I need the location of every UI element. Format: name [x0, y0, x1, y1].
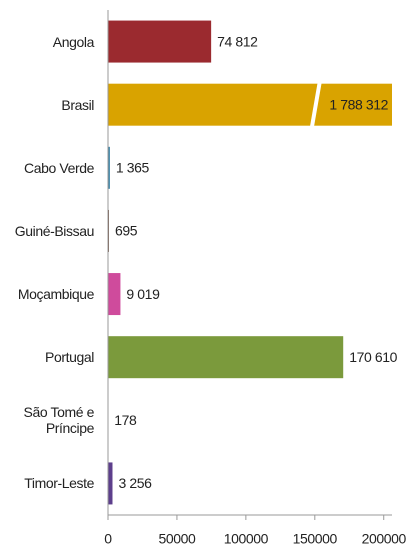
- bar: [108, 273, 121, 316]
- category-label: Cabo Verde: [24, 159, 94, 176]
- bar: [108, 146, 110, 189]
- bars: [108, 20, 392, 505]
- value-label: 695: [115, 223, 138, 239]
- value-label: 9 019: [126, 286, 160, 302]
- category-label: Portugal: [45, 349, 94, 366]
- value-label: 3 256: [118, 475, 152, 491]
- x-tick-label: 150000: [293, 531, 338, 547]
- value-label: 74 812: [217, 33, 258, 49]
- bar: [108, 20, 212, 63]
- value-label: 1 788 312: [329, 96, 388, 112]
- axis-break: [309, 81, 322, 129]
- bar: [108, 462, 113, 505]
- value-label: 1 365: [116, 160, 150, 176]
- category-label: Timor-Leste: [24, 475, 94, 492]
- bar: [108, 83, 392, 126]
- bar: [108, 336, 344, 379]
- value-label: 170 610: [349, 349, 397, 365]
- value-label: 178: [114, 412, 137, 428]
- x-tick-label: 0: [104, 531, 112, 547]
- category-label: Moçambique: [17, 286, 95, 303]
- category-label: Guiné-Bissau: [14, 222, 95, 239]
- category-label: Brasil: [61, 96, 94, 113]
- x-tick-label: 200000: [362, 531, 407, 547]
- x-tick-label: 50000: [158, 531, 196, 547]
- x-tick-label: 100000: [224, 531, 269, 547]
- category-label: Angola: [52, 33, 95, 50]
- category-label: São Tomé e Príncipe: [23, 404, 95, 437]
